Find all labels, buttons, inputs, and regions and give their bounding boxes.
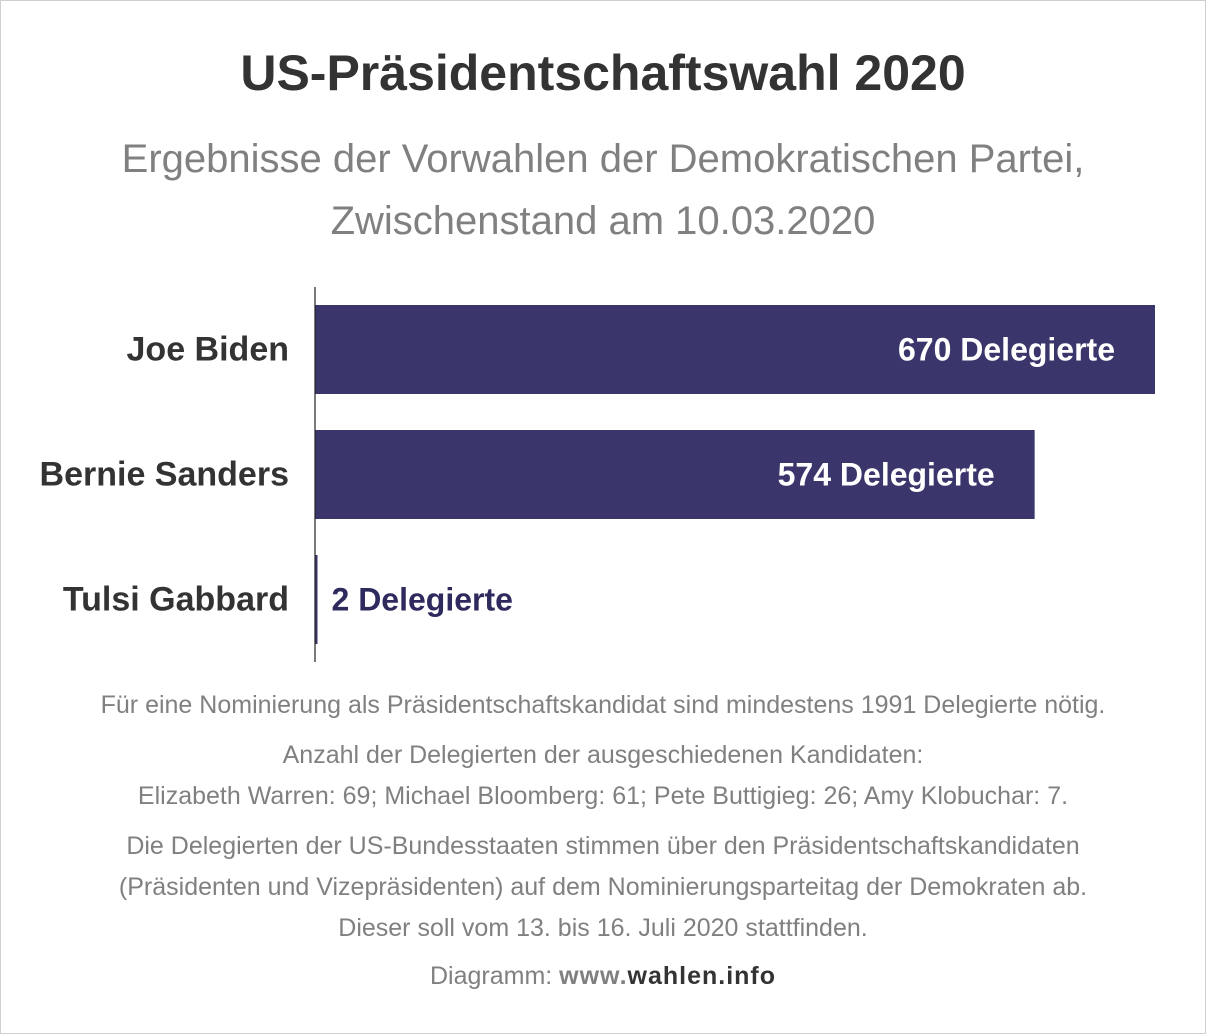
credit-site: www.wahlen.info xyxy=(559,962,776,990)
bar-3 xyxy=(315,555,318,644)
withdrawn-note: Anzahl der Delegierten der ausgeschieden… xyxy=(0,735,1206,817)
subtitle-line-2: Zwischenstand am 10.03.2020 xyxy=(330,199,876,243)
bar-2 xyxy=(315,430,1035,519)
bar-chart: Joe Biden 670 Delegierte Bernie Sanders 574… xyxy=(40,287,1155,662)
subtitle-line-1: Ergebnisse der Vorwahlen der Demokratisc… xyxy=(121,137,1085,181)
credit-site-name: wahlen.info xyxy=(627,962,777,990)
convention-line-2: (Präsidenten und Vizepräsidenten) auf de… xyxy=(118,873,1088,901)
withdrawn-list: Elizabeth Warren: 69; Michael Bloomberg:… xyxy=(137,782,1069,810)
chart-notes: Für eine Nominierung als Präsidentschaft… xyxy=(0,684,1206,958)
chart-title: US-Präsidentschaftswahl 2020 xyxy=(240,45,966,101)
chart-subtitle: Ergebnisse der Vorwahlen der Demokratisc… xyxy=(0,128,1206,252)
value-label-2: 574 Delegierte xyxy=(778,457,995,493)
chart-credit: Diagramm: www.wahlen.info xyxy=(0,962,1206,991)
value-label-3: 2 Delegierte xyxy=(332,582,513,618)
credit-site-prefix: www. xyxy=(559,962,628,990)
withdrawn-heading: Anzahl der Delegierten der ausgeschieden… xyxy=(282,741,924,769)
convention-note: Die Delegierten der US-Bundesstaaten sti… xyxy=(0,826,1206,949)
convention-line-1: Die Delegierten der US-Bundesstaaten sti… xyxy=(126,832,1080,860)
credit-prefix: Diagramm: xyxy=(429,962,560,990)
bar-1 xyxy=(315,305,1155,394)
value-label-1: 670 Delegierte xyxy=(898,332,1115,368)
nomination-note: Für eine Nominierung als Präsidentschaft… xyxy=(100,691,1106,719)
category-label-3: Tulsi Gabbard xyxy=(63,581,289,619)
category-label-2: Bernie Sanders xyxy=(40,456,289,494)
category-label-1: Joe Biden xyxy=(127,331,289,369)
convention-line-3: Dieser soll vom 13. bis 16. Juli 2020 st… xyxy=(338,914,868,942)
